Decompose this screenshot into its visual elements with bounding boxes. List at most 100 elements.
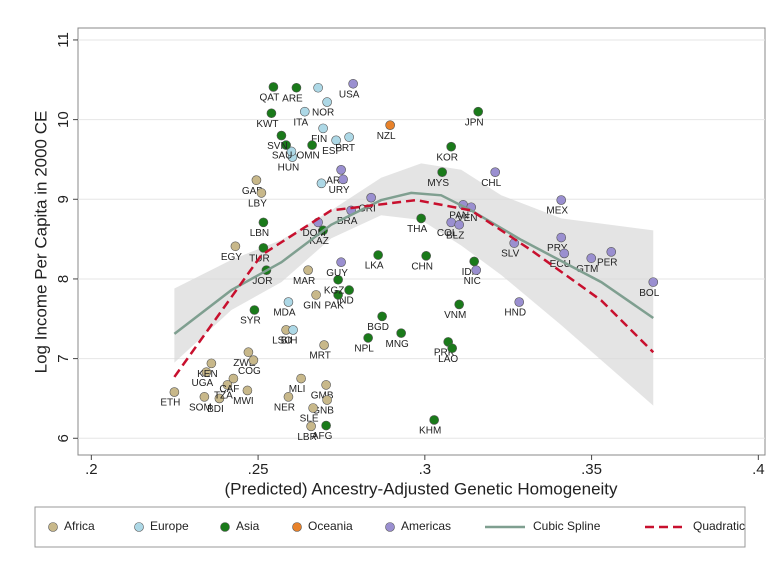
y-tick-label: 10 xyxy=(55,111,72,128)
point xyxy=(303,265,313,275)
point xyxy=(248,355,259,365)
point xyxy=(333,290,343,300)
point-label: QAT xyxy=(260,93,280,104)
y-tick-label: 11 xyxy=(55,32,72,48)
point xyxy=(336,257,346,268)
point-label: ARG xyxy=(326,175,348,186)
legend-label: Cubic Spline xyxy=(533,519,601,533)
point-label: ESP xyxy=(322,146,342,157)
point-label: IND xyxy=(337,296,354,307)
point xyxy=(251,175,262,185)
point-label: SAU xyxy=(272,151,293,162)
y-tick-label: 8 xyxy=(55,275,72,283)
point-label: NZL xyxy=(377,131,396,142)
point-label: PER xyxy=(597,257,618,268)
point xyxy=(243,347,254,358)
point-label: KWT xyxy=(256,119,278,130)
point-label: EGY xyxy=(221,252,242,263)
point xyxy=(201,367,212,377)
legend-label: Oceania xyxy=(308,519,353,533)
point xyxy=(283,392,294,402)
legend-label: Americas xyxy=(401,519,451,533)
point-label: CHN xyxy=(411,261,433,272)
point-label: VNM xyxy=(444,310,466,321)
fit-line xyxy=(173,198,655,378)
point xyxy=(266,108,277,119)
point xyxy=(230,241,241,252)
point-label: SVN xyxy=(267,141,288,152)
point xyxy=(276,130,287,141)
point xyxy=(648,277,659,287)
legend-swatch xyxy=(48,522,58,532)
point xyxy=(249,305,260,315)
point-label: ECU xyxy=(550,259,571,270)
point xyxy=(416,213,426,224)
point-label: ZWE xyxy=(233,358,256,369)
point xyxy=(299,106,310,117)
point xyxy=(256,188,267,198)
legend-label: Africa xyxy=(64,519,95,533)
point-label: MYS xyxy=(427,178,449,189)
point-label: MLI xyxy=(289,384,306,395)
point-label: BRA xyxy=(337,216,358,227)
legend-swatch xyxy=(220,522,230,532)
point-label: PAN xyxy=(449,210,469,221)
point xyxy=(469,256,479,267)
point-label: JOR xyxy=(252,276,272,287)
point-label: BGD xyxy=(367,322,389,333)
point xyxy=(344,132,354,142)
point xyxy=(559,248,570,259)
point xyxy=(586,253,597,264)
point xyxy=(348,78,358,89)
point xyxy=(222,380,233,390)
point xyxy=(344,285,354,295)
point xyxy=(331,135,341,146)
point xyxy=(333,274,343,285)
point-label: GAB xyxy=(242,186,263,197)
legend-swatch xyxy=(134,522,144,532)
point-label: NIC xyxy=(464,276,481,287)
point-label: KHM xyxy=(419,426,441,437)
point xyxy=(490,167,501,177)
point xyxy=(283,297,294,307)
point xyxy=(308,403,318,413)
point-label: GTM xyxy=(576,264,598,275)
point-label: ARE xyxy=(282,93,303,104)
point xyxy=(385,120,395,130)
point-label: GIN xyxy=(303,301,321,312)
point-label: JPN xyxy=(465,117,484,128)
point xyxy=(321,420,331,431)
point-label: LBY xyxy=(248,199,267,210)
point xyxy=(556,232,567,243)
legend-label: Europe xyxy=(150,519,189,533)
legend-swatch xyxy=(292,522,302,532)
point-label: NPL xyxy=(354,344,374,355)
point-label: MWI xyxy=(233,396,254,407)
point xyxy=(446,217,456,228)
x-tick-label: .4 xyxy=(752,461,765,478)
point-label: PRY xyxy=(547,243,568,254)
point xyxy=(169,387,180,397)
point xyxy=(366,192,376,203)
confidence-band xyxy=(174,163,654,406)
y-tick-label: 6 xyxy=(55,434,72,442)
y-tick-label: 7 xyxy=(55,354,72,362)
point xyxy=(396,328,406,338)
point-label: NER xyxy=(274,402,295,413)
point xyxy=(318,123,328,134)
point-label: DOM xyxy=(302,228,325,239)
point-label: LBR xyxy=(297,432,316,443)
point xyxy=(473,106,483,117)
point-label: GNB xyxy=(312,406,334,417)
y-axis-label: Log Income Per Capita in 2000 CE xyxy=(31,111,50,374)
point-label: GUY xyxy=(326,268,348,279)
point-label: SLE xyxy=(300,414,319,425)
point-label: PRT xyxy=(335,143,355,154)
point-label: MDA xyxy=(273,308,296,319)
point xyxy=(242,385,253,396)
point xyxy=(316,178,327,189)
point-label: KEN xyxy=(197,369,218,380)
point xyxy=(514,297,525,307)
point-label: MNG xyxy=(385,339,409,350)
